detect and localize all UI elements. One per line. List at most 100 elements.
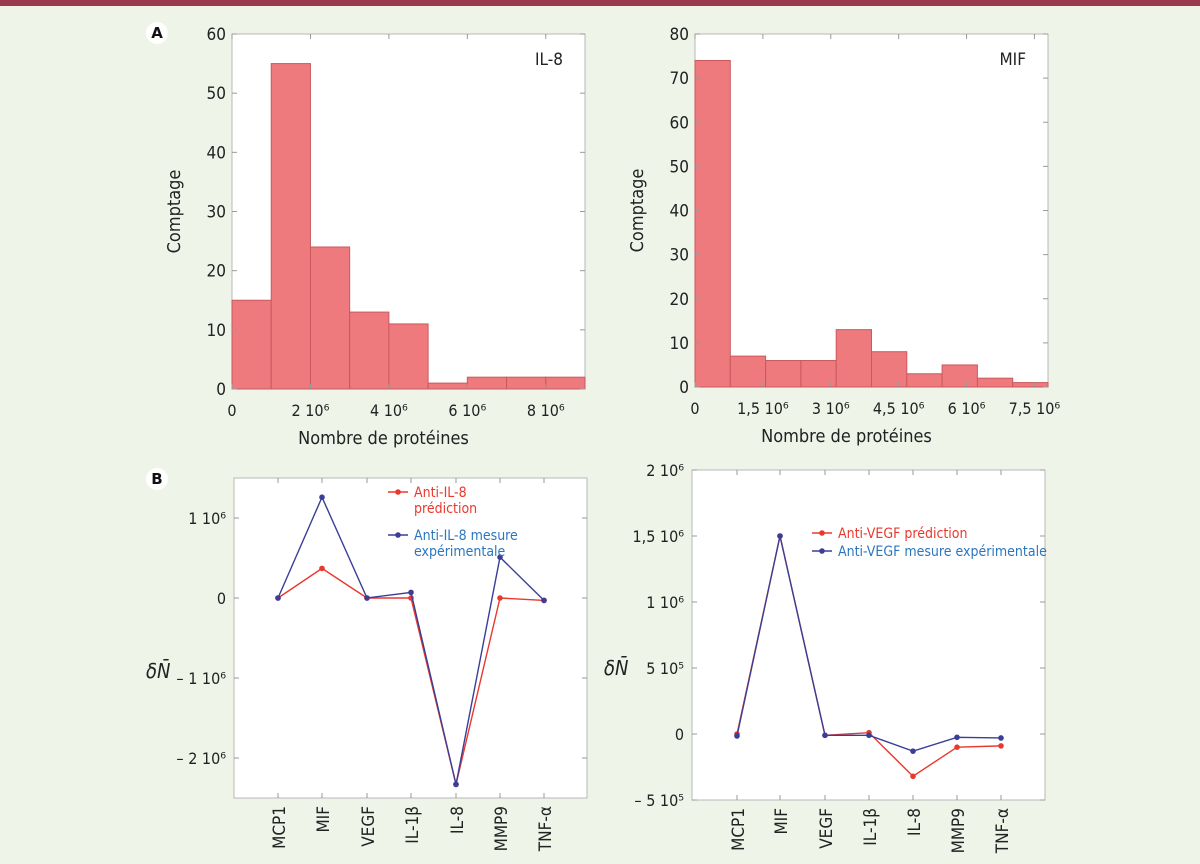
hist-bar bbox=[835, 329, 873, 388]
series-point bbox=[497, 595, 503, 601]
hist-label-mif: MIF bbox=[999, 50, 1026, 70]
hist-bar bbox=[309, 246, 351, 390]
category-label: TNF-α bbox=[993, 808, 1013, 854]
category-label: MIF bbox=[314, 806, 334, 833]
category-label: MIF bbox=[772, 808, 792, 835]
y-tick-label: – 1 10⁶ bbox=[176, 669, 226, 688]
series-point bbox=[408, 589, 414, 596]
series-point bbox=[497, 554, 503, 560]
y-tick-label: 40 bbox=[670, 202, 689, 222]
y-axis-title: Comptage bbox=[627, 169, 648, 253]
y-tick-label: – 2 10⁶ bbox=[176, 749, 226, 768]
series-point bbox=[910, 748, 916, 754]
y-tick-label: 10 bbox=[207, 321, 226, 341]
legend-label: prédiction bbox=[414, 501, 477, 517]
series-point bbox=[734, 733, 740, 739]
y-tick-label: 1 10⁶ bbox=[188, 509, 226, 528]
category-label: IL-1β bbox=[403, 806, 423, 844]
y-tick-label: 0 bbox=[217, 589, 226, 608]
hist-frame-mif bbox=[694, 33, 1049, 388]
y-tick-label: 0 bbox=[216, 380, 226, 400]
hist-bar bbox=[729, 355, 767, 388]
category-label: MCP1 bbox=[270, 806, 290, 849]
y-axis-title: Comptage bbox=[164, 170, 185, 254]
x-tick-label: 6 10⁶ bbox=[448, 401, 486, 420]
y-tick-label: 60 bbox=[670, 113, 689, 133]
category-label: VEGF bbox=[817, 808, 837, 849]
y-tick-label: 80 bbox=[670, 25, 689, 45]
x-axis-title: Nombre de protéines bbox=[298, 428, 469, 449]
x-tick-label: 3 10⁶ bbox=[812, 399, 850, 418]
series-point bbox=[319, 494, 325, 501]
category-label: TNF-α bbox=[536, 806, 556, 852]
legend-label: Anti-VEGF mesure expérimentale bbox=[838, 544, 1047, 560]
x-tick-label: 4,5 10⁶ bbox=[873, 399, 925, 418]
legend-label: expérimentale bbox=[414, 544, 506, 560]
hist-bar bbox=[270, 63, 311, 390]
y-tick-label: 50 bbox=[207, 84, 226, 104]
series-point bbox=[866, 732, 872, 739]
hist-bar bbox=[871, 351, 908, 388]
hist-bar bbox=[466, 376, 508, 390]
category-label: VEGF bbox=[359, 806, 379, 847]
y-tick-label: 60 bbox=[207, 25, 226, 45]
hist-bar bbox=[941, 364, 978, 388]
y-tick-label: 70 bbox=[670, 69, 689, 89]
y-tick-label: 10 bbox=[670, 334, 689, 354]
hist-bar bbox=[349, 311, 390, 390]
y-tick-label: 0 bbox=[675, 725, 684, 744]
y-tick-label: 30 bbox=[670, 246, 689, 266]
hist-bar bbox=[427, 382, 468, 390]
y-tick-label: 1 10⁶ bbox=[646, 593, 684, 612]
y-tick-label: 30 bbox=[207, 203, 226, 223]
y-tick-label: 5 10⁵ bbox=[646, 659, 684, 678]
hist-bar bbox=[976, 377, 1014, 388]
series-point bbox=[910, 773, 916, 780]
hist-bar bbox=[906, 373, 943, 388]
series-point bbox=[541, 597, 547, 604]
series-point bbox=[954, 734, 960, 741]
x-tick-label: 1,5 10⁶ bbox=[737, 399, 789, 418]
series-point bbox=[777, 533, 783, 539]
category-label: MMP9 bbox=[949, 808, 969, 853]
x-tick-label: 7,5 10⁶ bbox=[1009, 399, 1061, 418]
hist-bar bbox=[765, 360, 802, 388]
panel-label-a: A bbox=[146, 22, 168, 44]
panel-label-b: B bbox=[146, 468, 168, 490]
series-point bbox=[319, 565, 325, 572]
line-frame-1 bbox=[691, 469, 1046, 801]
series-point bbox=[998, 743, 1004, 749]
x-tick-label: 0 bbox=[690, 399, 699, 418]
y-tick-label: 0 bbox=[679, 378, 689, 398]
hist-bar bbox=[388, 323, 429, 390]
hist-bar bbox=[231, 299, 272, 390]
y-tick-label: – 5 10⁵ bbox=[634, 791, 684, 810]
legend-label: Anti-IL-8 mesure bbox=[414, 528, 518, 544]
legend-swatch-point bbox=[819, 530, 825, 536]
hist-bar bbox=[506, 376, 547, 390]
y-tick-label: 20 bbox=[207, 262, 226, 282]
hist-bar bbox=[694, 59, 731, 388]
series-point bbox=[364, 595, 370, 601]
line-frame-0 bbox=[233, 477, 588, 799]
series-point bbox=[822, 732, 828, 739]
x-tick-label: 4 10⁶ bbox=[370, 401, 408, 420]
hist-bar bbox=[545, 376, 586, 390]
category-label: IL-1β bbox=[861, 808, 881, 846]
hist-label-il-8: IL-8 bbox=[535, 50, 563, 70]
legend-swatch-point bbox=[819, 548, 825, 554]
category-label: MMP9 bbox=[492, 806, 512, 851]
legend-swatch-point bbox=[395, 489, 401, 495]
y-tick-label: 20 bbox=[670, 290, 689, 310]
y-axis-title: δN̄ bbox=[146, 658, 170, 683]
y-tick-label: 50 bbox=[670, 157, 689, 177]
x-axis-title: Nombre de protéines bbox=[761, 426, 932, 447]
legend-label: Anti-IL-8 bbox=[414, 485, 467, 501]
y-axis-title: δN̄ bbox=[604, 655, 628, 680]
top-accent-bar bbox=[0, 0, 1200, 6]
y-tick-label: 40 bbox=[207, 143, 226, 163]
category-label: MCP1 bbox=[729, 808, 749, 851]
series-point bbox=[453, 781, 459, 788]
series-point bbox=[275, 595, 281, 601]
